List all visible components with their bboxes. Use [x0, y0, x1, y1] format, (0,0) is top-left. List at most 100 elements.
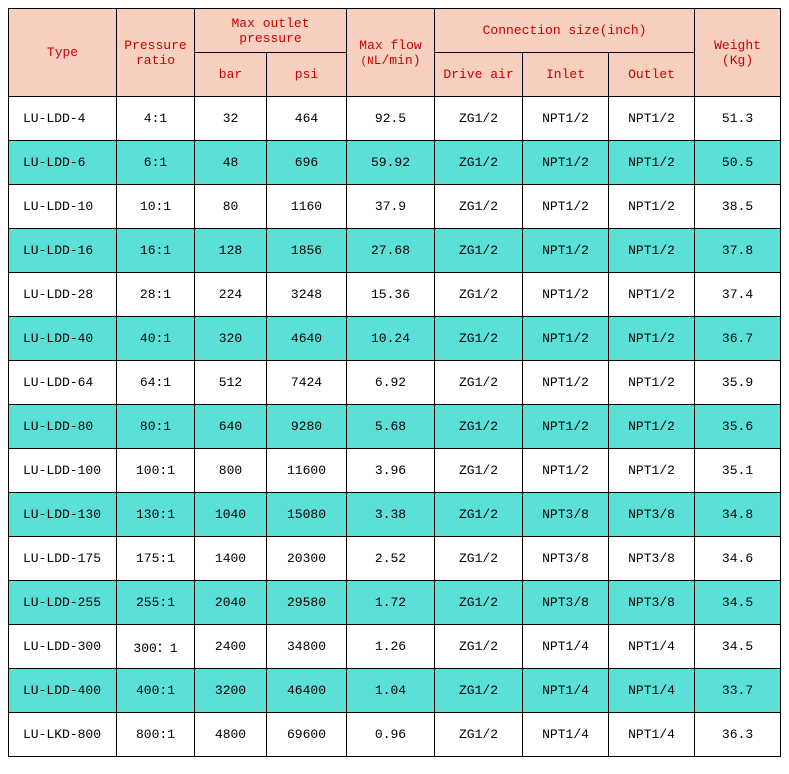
cell-psi: 11600 [267, 449, 347, 493]
cell-inlet: NPT1/4 [523, 625, 609, 669]
cell-inlet: NPT1/2 [523, 405, 609, 449]
cell-flow: 37.9 [347, 185, 435, 229]
cell-bar: 128 [195, 229, 267, 273]
cell-flow: 1.26 [347, 625, 435, 669]
spec-table: Type Pressure ratio Max outlet pressure … [8, 8, 781, 757]
cell-type: LU-LDD-300 [9, 625, 117, 669]
header-max-flow-l1: Max flow [359, 38, 421, 53]
cell-bar: 512 [195, 361, 267, 405]
table-row: LU-LKD-800800:14800696000.96ZG1/2NPT1/4N… [9, 713, 781, 757]
cell-outlet: NPT1/2 [609, 141, 695, 185]
cell-outlet: NPT1/2 [609, 317, 695, 361]
cell-bar: 1400 [195, 537, 267, 581]
cell-bar: 2400 [195, 625, 267, 669]
cell-inlet: NPT3/8 [523, 537, 609, 581]
table-body: LU-LDD-44:13246492.5ZG1/2NPT1/2NPT1/251.… [9, 97, 781, 757]
header-pressure-ratio-l1: Pressure [124, 38, 186, 53]
cell-psi: 696 [267, 141, 347, 185]
header-weight-l2: (Kg) [722, 53, 753, 68]
cell-inlet: NPT1/2 [523, 361, 609, 405]
cell-outlet: NPT1/4 [609, 625, 695, 669]
header-pressure-ratio-l2: ratio [136, 53, 175, 68]
cell-flow: 27.68 [347, 229, 435, 273]
cell-type: LU-LDD-40 [9, 317, 117, 361]
cell-weight: 34.8 [695, 493, 781, 537]
cell-inlet: NPT1/2 [523, 229, 609, 273]
cell-outlet: NPT1/2 [609, 405, 695, 449]
cell-inlet: NPT1/2 [523, 97, 609, 141]
cell-flow: 1.72 [347, 581, 435, 625]
cell-bar: 4800 [195, 713, 267, 757]
cell-drive: ZG1/2 [435, 537, 523, 581]
cell-ratio: 400:1 [117, 669, 195, 713]
cell-inlet: NPT1/2 [523, 185, 609, 229]
header-drive-air: Drive air [435, 53, 523, 97]
cell-weight: 50.5 [695, 141, 781, 185]
cell-inlet: NPT1/2 [523, 449, 609, 493]
cell-bar: 800 [195, 449, 267, 493]
table-row: LU-LDD-255255:12040295801.72ZG1/2NPT3/8N… [9, 581, 781, 625]
table-row: LU-LDD-1010:180116037.9ZG1/2NPT1/2NPT1/2… [9, 185, 781, 229]
header-max-flow: Max flow (NL/min) [347, 9, 435, 97]
cell-inlet: NPT3/8 [523, 493, 609, 537]
cell-drive: ZG1/2 [435, 713, 523, 757]
header-max-outlet-l2: pressure [239, 31, 301, 46]
cell-type: LU-LDD-10 [9, 185, 117, 229]
cell-ratio: 28:1 [117, 273, 195, 317]
cell-inlet: NPT1/4 [523, 669, 609, 713]
cell-flow: 92.5 [347, 97, 435, 141]
cell-ratio: 64:1 [117, 361, 195, 405]
table-row: LU-LDD-130130:11040150803.38ZG1/2NPT3/8N… [9, 493, 781, 537]
cell-drive: ZG1/2 [435, 317, 523, 361]
cell-weight: 35.6 [695, 405, 781, 449]
table-row: LU-LDD-4040:1320464010.24ZG1/2NPT1/2NPT1… [9, 317, 781, 361]
cell-ratio: 175:1 [117, 537, 195, 581]
cell-weight: 34.5 [695, 581, 781, 625]
cell-outlet: NPT1/2 [609, 185, 695, 229]
cell-outlet: NPT1/2 [609, 273, 695, 317]
cell-weight: 36.3 [695, 713, 781, 757]
cell-type: LU-LDD-255 [9, 581, 117, 625]
cell-flow: 3.96 [347, 449, 435, 493]
cell-inlet: NPT1/2 [523, 141, 609, 185]
cell-flow: 59.92 [347, 141, 435, 185]
cell-outlet: NPT3/8 [609, 537, 695, 581]
cell-drive: ZG1/2 [435, 97, 523, 141]
cell-weight: 37.8 [695, 229, 781, 273]
header-outlet: Outlet [609, 53, 695, 97]
table-header: Type Pressure ratio Max outlet pressure … [9, 9, 781, 97]
header-max-flow-l2b: L/min) [374, 53, 421, 68]
cell-weight: 38.5 [695, 185, 781, 229]
cell-psi: 46400 [267, 669, 347, 713]
cell-ratio: 255:1 [117, 581, 195, 625]
cell-flow: 0.96 [347, 713, 435, 757]
cell-ratio: 4:1 [117, 97, 195, 141]
cell-type: LU-LKD-800 [9, 713, 117, 757]
cell-ratio: 16:1 [117, 229, 195, 273]
cell-drive: ZG1/2 [435, 669, 523, 713]
header-bar: bar [195, 53, 267, 97]
cell-psi: 29580 [267, 581, 347, 625]
header-pressure-ratio: Pressure ratio [117, 9, 195, 97]
cell-bar: 32 [195, 97, 267, 141]
cell-drive: ZG1/2 [435, 581, 523, 625]
cell-bar: 48 [195, 141, 267, 185]
cell-drive: ZG1/2 [435, 141, 523, 185]
cell-type: LU-LDD-16 [9, 229, 117, 273]
table-row: LU-LDD-44:13246492.5ZG1/2NPT1/2NPT1/251.… [9, 97, 781, 141]
cell-outlet: NPT3/8 [609, 581, 695, 625]
table-row: LU-LDD-175175:11400203002.52ZG1/2NPT3/8N… [9, 537, 781, 581]
cell-psi: 7424 [267, 361, 347, 405]
cell-psi: 69600 [267, 713, 347, 757]
cell-weight: 37.4 [695, 273, 781, 317]
table-row: LU-LDD-66:14869659.92ZG1/2NPT1/2NPT1/250… [9, 141, 781, 185]
cell-type: LU-LDD-100 [9, 449, 117, 493]
cell-drive: ZG1/2 [435, 493, 523, 537]
cell-type: LU-LDD-400 [9, 669, 117, 713]
cell-outlet: NPT1/2 [609, 229, 695, 273]
table-row: LU-LDD-1616:1128185627.68ZG1/2NPT1/2NPT1… [9, 229, 781, 273]
cell-type: LU-LDD-6 [9, 141, 117, 185]
cell-ratio: 10:1 [117, 185, 195, 229]
table-row: LU-LDD-300300：12400348001.26ZG1/2NPT1/4N… [9, 625, 781, 669]
cell-flow: 1.04 [347, 669, 435, 713]
